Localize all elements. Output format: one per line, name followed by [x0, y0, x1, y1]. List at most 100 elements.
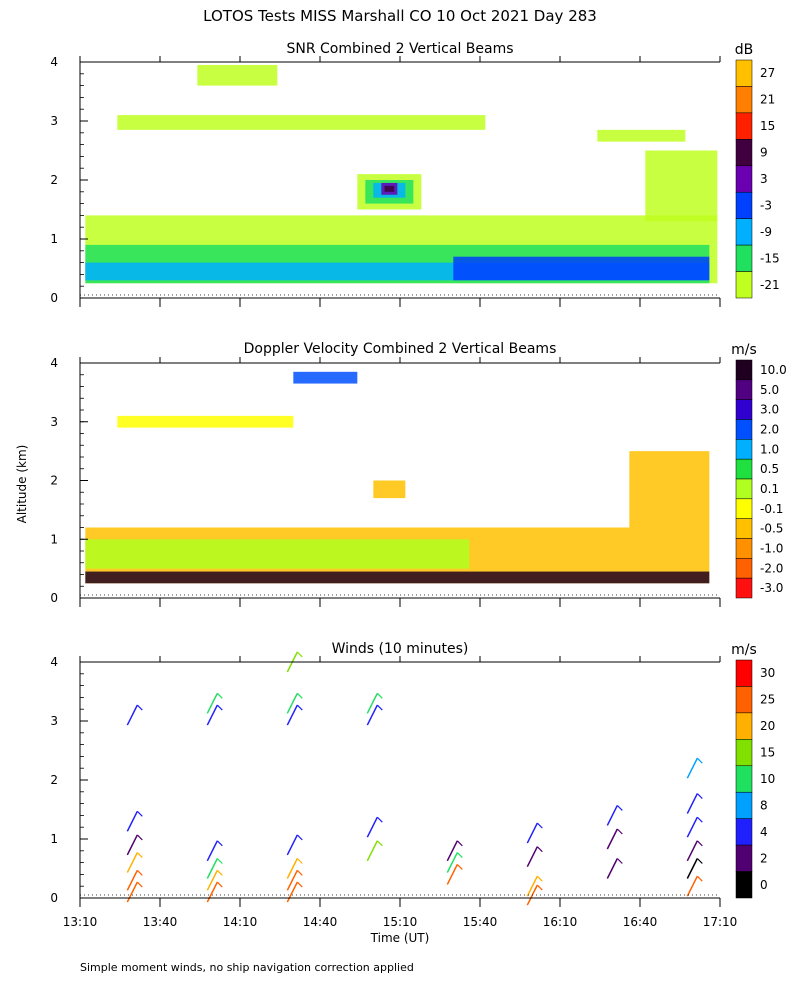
- colorbar-label: 2.0: [760, 422, 779, 436]
- colorbar-label: -1.0: [760, 541, 783, 555]
- wind-barb: [206, 869, 218, 891]
- colorbar-swatch: [735, 478, 753, 500]
- panel-title: SNR Combined 2 Vertical Beams: [286, 41, 513, 57]
- colorbar-swatch: [735, 458, 753, 480]
- colorbar-label: 10: [760, 772, 775, 786]
- wind-barb-flag: [216, 704, 223, 711]
- wind-barb-flag: [616, 828, 623, 835]
- colorbar-label: 21: [760, 93, 775, 107]
- colorbar-swatch: [735, 518, 753, 539]
- wind-barb-flag: [376, 840, 383, 847]
- data-region: [117, 115, 486, 130]
- colorbar: 10.0 5.0 3.0 2.0 1.0 0.5 0.1 -0.1 -0.5 -1.0 -2.0 -3…: [731, 342, 787, 599]
- wind-barb: [286, 869, 298, 891]
- y-tick-label: 1: [50, 832, 58, 846]
- wind-barb-flag: [216, 692, 223, 699]
- wind-barb-flag: [216, 869, 223, 876]
- colorbar-swatch: [735, 439, 753, 460]
- wind-barb: [126, 881, 138, 903]
- y-tick-label: 2: [50, 173, 58, 187]
- x-tick-label: 15:40: [463, 915, 498, 929]
- colorbar-label: -3: [760, 198, 772, 212]
- wind-barb-flag: [136, 810, 143, 817]
- colorbar: 27 21 15 9 3 -3 -9 -15 -21 dB: [735, 42, 780, 299]
- wind-barb: [126, 869, 138, 891]
- wind-barb: [686, 858, 698, 879]
- x-axis-label: Time (UT): [370, 931, 430, 945]
- wind-barb-flag: [296, 834, 303, 841]
- colorbar-label: -21: [760, 278, 780, 292]
- wind-barb: [286, 881, 298, 903]
- y-tick-label: 2: [50, 773, 58, 787]
- data-region: [629, 451, 710, 528]
- wind-barb-flag: [536, 875, 543, 882]
- colorbar-label: 15: [760, 746, 775, 760]
- data-region: [384, 185, 395, 192]
- wind-barb: [446, 852, 458, 873]
- wind-barb-flag: [696, 757, 703, 764]
- colorbar-label: 10.0: [760, 363, 787, 377]
- colorbar-label: 20: [760, 719, 775, 733]
- colorbar-swatch: [735, 359, 753, 381]
- colorbar-unit: dB: [735, 42, 754, 58]
- y-tick-label: 0: [50, 891, 58, 905]
- data-region: [453, 256, 710, 281]
- panels: SNR Combined 2 Vertical Beams01234272115…: [50, 41, 786, 929]
- panel-1: SNR Combined 2 Vertical Beams 0 1 2 3 4 27 21 15…: [50, 41, 780, 307]
- colorbar-swatch: [735, 112, 753, 140]
- wind-barb: [286, 858, 298, 879]
- wind-barb: [206, 692, 218, 714]
- colorbar-label: 4: [760, 825, 768, 839]
- colorbar-label: 1.0: [760, 442, 779, 456]
- x-tick-label: 14:10: [223, 915, 258, 929]
- colorbar-label: 3.0: [760, 403, 779, 417]
- colorbar-label: 9: [760, 146, 768, 160]
- colorbar-label: -15: [760, 251, 780, 265]
- x-tick-label: 16:40: [623, 915, 658, 929]
- wind-barb-flag: [136, 834, 143, 841]
- colorbar-swatch: [735, 659, 753, 687]
- wind-barb: [286, 692, 298, 714]
- colorbar-label: 0: [760, 878, 768, 892]
- wind-barb-flag: [216, 840, 223, 847]
- wind-barb-flag: [536, 884, 543, 891]
- colorbar-unit: m/s: [731, 342, 757, 358]
- wind-barb-flag: [296, 651, 303, 658]
- panel-title: Doppler Velocity Combined 2 Vertical Bea…: [244, 341, 557, 357]
- colorbar-swatch: [735, 791, 753, 819]
- wind-barb-flag: [376, 692, 383, 699]
- colorbar-label: -0.5: [760, 522, 783, 536]
- data-region: [85, 571, 710, 584]
- colorbar-swatch: [735, 577, 753, 599]
- wind-barb: [526, 846, 538, 868]
- colorbar-label: -0.1: [760, 502, 783, 516]
- data-region: [645, 150, 718, 222]
- y-tick-label: 1: [50, 232, 58, 246]
- wind-barb-flag: [456, 863, 463, 870]
- colorbar-swatch: [735, 86, 753, 114]
- colorbar-swatch: [735, 271, 753, 299]
- colorbar-swatch: [735, 739, 753, 767]
- data-region: [293, 371, 358, 384]
- colorbar-swatch: [735, 244, 753, 272]
- wind-barb: [206, 704, 218, 726]
- colorbar-label: 2: [760, 851, 768, 865]
- wind-barb-flag: [696, 793, 703, 800]
- wind-barb-flag: [216, 881, 223, 888]
- colorbar-swatch: [735, 558, 753, 579]
- colorbar-label: 27: [760, 66, 775, 80]
- wind-barb: [126, 810, 138, 832]
- footnote: Simple moment winds, no ship navigation …: [80, 961, 414, 974]
- wind-barb: [206, 840, 218, 862]
- wind-barb: [686, 875, 698, 897]
- colorbar-swatch: [735, 765, 753, 793]
- wind-barb: [686, 757, 698, 779]
- wind-barb-flag: [216, 858, 223, 864]
- y-tick-label: 3: [50, 114, 58, 128]
- y-tick-label: 4: [50, 655, 58, 669]
- wind-barb-flag: [456, 852, 463, 859]
- wind-barb-flag: [536, 822, 543, 829]
- wind-barb: [606, 828, 618, 850]
